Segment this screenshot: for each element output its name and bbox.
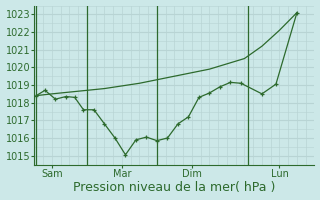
X-axis label: Pression niveau de la mer( hPa ): Pression niveau de la mer( hPa ) xyxy=(73,181,276,194)
